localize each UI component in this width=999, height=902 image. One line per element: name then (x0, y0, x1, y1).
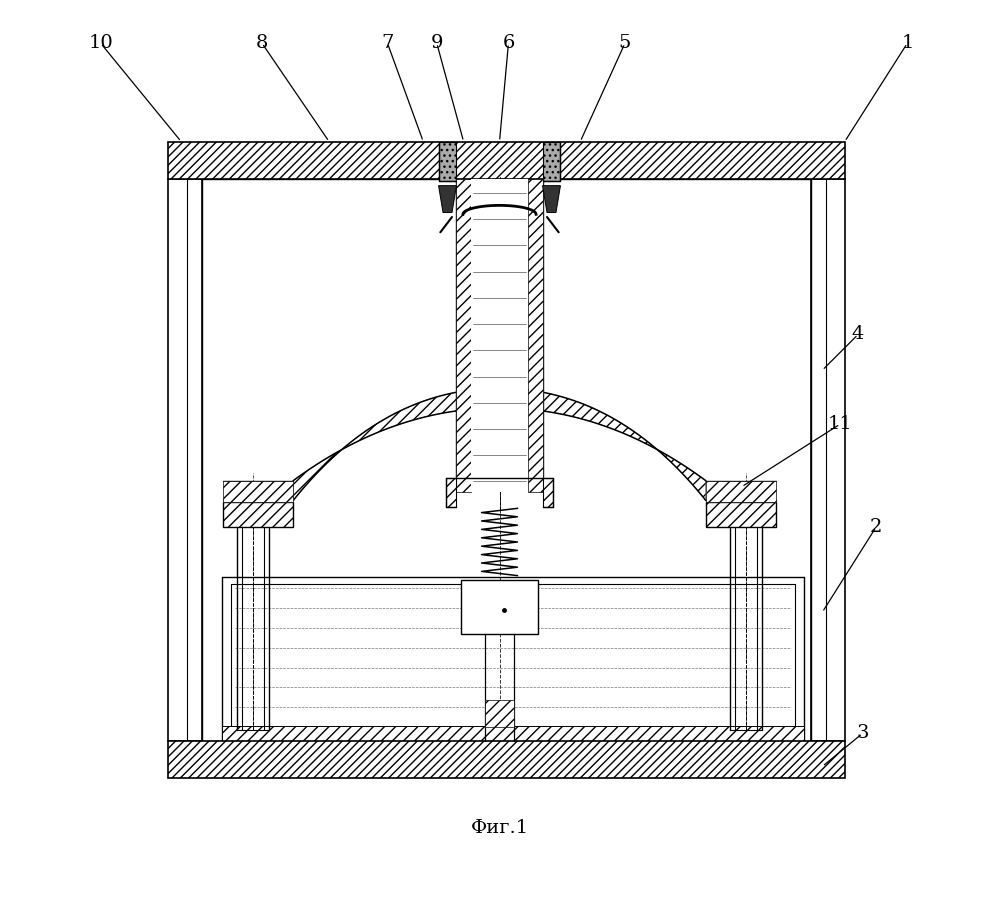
Bar (222, 726, 804, 741)
Bar (486, 700, 513, 727)
Bar (462, 580, 537, 634)
Text: 2: 2 (870, 518, 882, 536)
Text: 6: 6 (502, 34, 514, 52)
Text: 10: 10 (88, 34, 113, 52)
Bar (168, 142, 844, 179)
Bar (446, 478, 457, 507)
Bar (542, 142, 560, 181)
Bar (224, 502, 294, 527)
Text: 3: 3 (856, 724, 869, 742)
Text: 5: 5 (618, 34, 631, 52)
Text: 8: 8 (256, 34, 268, 52)
Bar (810, 179, 844, 741)
Bar (168, 179, 202, 741)
Bar (705, 481, 775, 502)
Bar (439, 142, 457, 181)
Bar (457, 179, 471, 492)
Bar (224, 481, 294, 502)
Polygon shape (542, 186, 560, 213)
Polygon shape (439, 186, 457, 213)
Bar (528, 179, 542, 492)
Bar (542, 478, 553, 507)
Text: 7: 7 (382, 34, 394, 52)
Text: 11: 11 (828, 415, 852, 433)
Polygon shape (294, 388, 500, 501)
Polygon shape (500, 388, 705, 501)
Text: Фиг.1: Фиг.1 (471, 818, 528, 836)
Bar (705, 502, 775, 527)
Text: 4: 4 (852, 326, 864, 344)
Bar (471, 179, 528, 492)
Text: 1: 1 (901, 34, 913, 52)
Text: 9: 9 (431, 34, 443, 52)
Bar (168, 741, 844, 778)
